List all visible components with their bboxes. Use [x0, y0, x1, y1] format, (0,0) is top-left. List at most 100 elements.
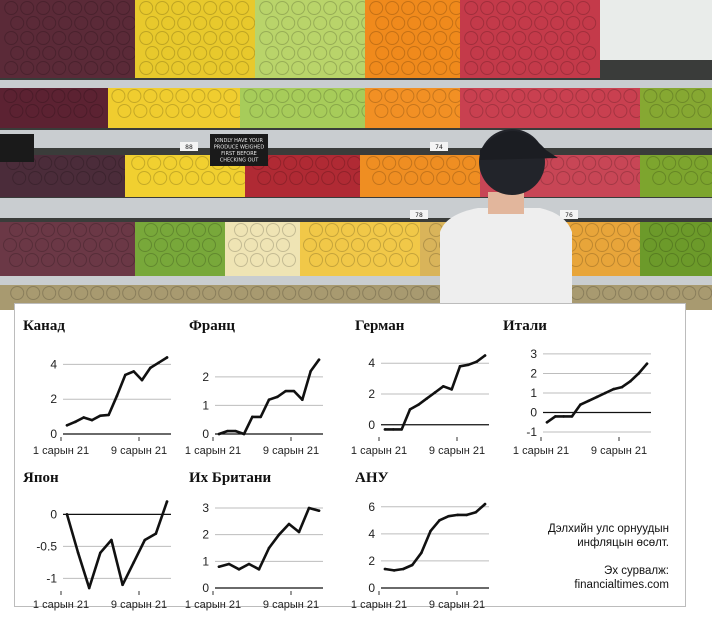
- fruit: [235, 1, 250, 15]
- fruit: [620, 171, 635, 185]
- fruit: [177, 46, 192, 60]
- fruit: [219, 31, 234, 45]
- data-point: [467, 363, 470, 367]
- shopper-shirt: [440, 208, 572, 310]
- fruit: [697, 253, 711, 267]
- fruit: [171, 31, 186, 45]
- fruit: [265, 46, 280, 60]
- shelf-sign-left: [0, 134, 34, 162]
- fruit: [586, 286, 601, 300]
- fruit: [346, 286, 361, 300]
- fruit: [52, 61, 67, 75]
- fruit: [665, 104, 680, 118]
- fruit: [145, 16, 160, 30]
- shelf-sign: [210, 134, 268, 166]
- fruit: [259, 31, 274, 45]
- chart-title: Итали: [503, 318, 547, 334]
- fruit: [228, 238, 242, 252]
- price-tag-text: 76: [565, 212, 573, 219]
- fruit: [57, 223, 71, 237]
- x-tick-label: 9 сарын 21: [591, 445, 647, 457]
- fruit: [243, 89, 258, 103]
- fruit: [527, 89, 542, 103]
- fruit: [534, 46, 549, 60]
- data-point: [392, 428, 395, 431]
- y-tick-label: 2: [50, 392, 57, 406]
- fruit: [345, 16, 360, 30]
- data-point: [474, 510, 478, 514]
- y-tick-label: 0: [530, 406, 537, 420]
- source-line-1: Эх сурвалж:: [604, 565, 669, 577]
- fruit: [36, 31, 51, 45]
- fruit: [417, 61, 432, 75]
- fruit: [684, 171, 699, 185]
- fruit: [659, 89, 674, 103]
- fruit: [439, 16, 454, 30]
- fruit: [347, 156, 362, 170]
- fruit: [388, 171, 403, 185]
- fruit: [203, 61, 218, 75]
- fruit: [385, 31, 400, 45]
- data-point: [227, 562, 231, 566]
- fruit: [433, 61, 448, 75]
- data-point: [483, 354, 487, 357]
- data-point: [107, 413, 110, 417]
- fruit: [86, 156, 101, 170]
- fruit: [650, 286, 665, 300]
- fruit: [105, 223, 119, 237]
- fruit: [463, 89, 478, 103]
- fruit: [84, 31, 99, 45]
- fruit: [681, 223, 695, 237]
- chart-5: Япон -1 -0.5 0 1 сарын 21 9 сарын 21: [23, 470, 207, 614]
- fruit: [430, 156, 445, 170]
- fruit: [588, 171, 603, 185]
- fruit: [235, 31, 250, 45]
- data-point: [76, 551, 80, 555]
- fruit: [84, 61, 99, 75]
- data-point: [475, 360, 478, 363]
- fruit: [448, 89, 463, 103]
- fruit: [700, 171, 712, 185]
- fruit: [207, 89, 222, 103]
- data-point: [554, 415, 557, 418]
- fruit: [436, 171, 451, 185]
- fruit: [187, 31, 202, 45]
- data-point: [442, 385, 445, 388]
- fruit: [41, 104, 56, 118]
- fruit: [266, 286, 281, 300]
- fruit: [401, 31, 416, 45]
- fruit: [137, 171, 152, 185]
- fruit: [100, 31, 115, 45]
- fruit: [176, 223, 190, 237]
- fruit: [405, 223, 419, 237]
- fruit: [309, 253, 323, 267]
- chart-title: Их Британи: [189, 470, 272, 486]
- fruit: [36, 61, 51, 75]
- fruit: [4, 61, 19, 75]
- fruit: [20, 61, 35, 75]
- fruit: [202, 238, 216, 252]
- fruit: [382, 156, 397, 170]
- fruit: [154, 238, 168, 252]
- fruit: [187, 1, 202, 15]
- fruit: [106, 16, 121, 30]
- fruit: [176, 253, 190, 267]
- fruit: [201, 171, 216, 185]
- data-point: [438, 519, 441, 522]
- data-point: [579, 403, 582, 406]
- y-tick-label: 0: [50, 427, 57, 441]
- line-chart-svg: 0 2 4 1 сарын 21 9 сарын 21: [33, 356, 171, 457]
- fruit: [372, 171, 387, 185]
- x-tick-label: 9 сарын 21: [263, 599, 319, 611]
- fruit: [649, 223, 663, 237]
- y-tick-label: -1: [46, 571, 57, 585]
- fruit: [179, 156, 194, 170]
- data-point: [99, 551, 102, 555]
- price-tag: [180, 142, 198, 151]
- fruit: [44, 171, 59, 185]
- fruit: [560, 1, 575, 15]
- fruit: [155, 1, 170, 15]
- fruit: [9, 253, 23, 267]
- data-point: [65, 513, 69, 516]
